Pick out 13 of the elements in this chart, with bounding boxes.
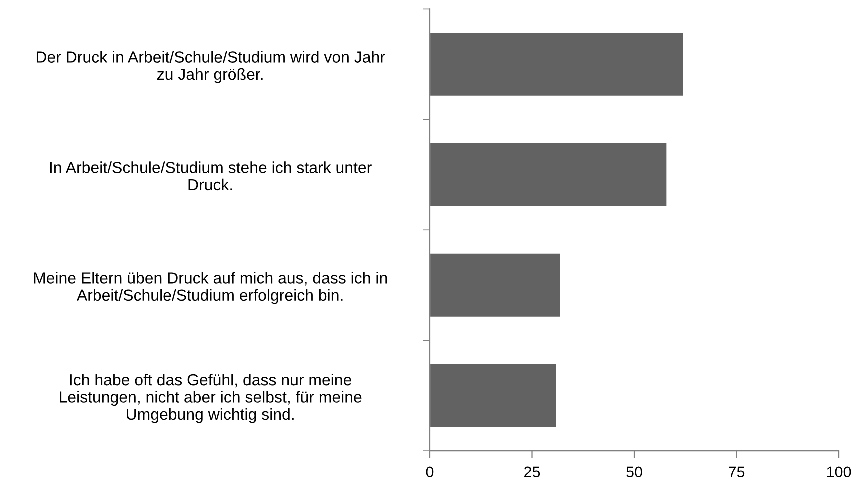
x-tick-label: 0 (426, 466, 434, 478)
bar (430, 142, 668, 208)
x-tick-label: 75 (729, 466, 745, 478)
y-tick-label: Ich habe oft das Gefühl, dass nur meine Leistungen, nicht aber ich selbst, für meine Umgebung wichtig sind. (60, 374, 362, 424)
bar (430, 252, 562, 318)
x-tick-label: 50 (626, 466, 642, 478)
y-tick-label: Meine Eltern üben Druck auf mich aus, dass ich in Arbeit/Schule/Studium erfolgreich bin. (34, 272, 388, 304)
bar (430, 32, 684, 98)
bar (430, 363, 558, 428)
y-tick-label: Der Druck in Arbeit/Schule/Studium wird von Jahr zu Jahr größer. (36, 51, 386, 84)
y-tick-label: In Arbeit/Schule/Studium stehe ich stark unter Druck. (50, 162, 372, 191)
x-tick-label: 100 (827, 466, 852, 478)
x-tick-label: 25 (524, 466, 540, 478)
